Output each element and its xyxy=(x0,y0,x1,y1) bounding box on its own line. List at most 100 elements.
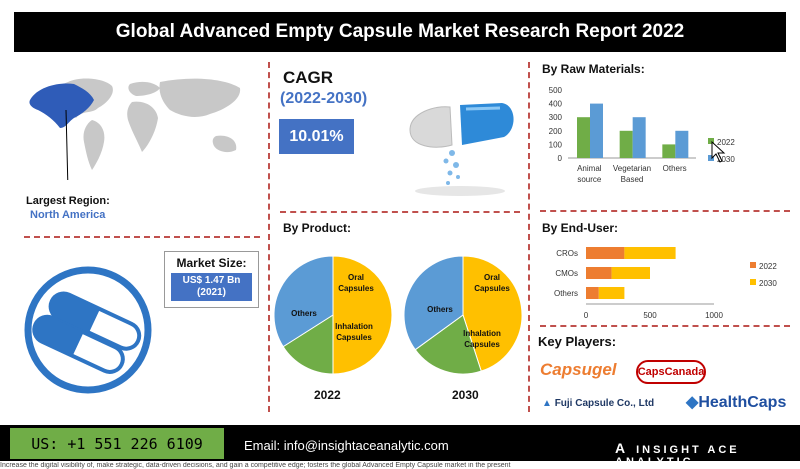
capsule-circle-icon xyxy=(24,266,152,394)
x-tick-label: Animal xyxy=(577,164,602,173)
bar xyxy=(675,130,689,158)
market-size-card: Market Size: US$ 1.47 Bn (2021) xyxy=(164,251,259,308)
end-user-chart: CROs CMOs Others 0 500 1000 2022 2030 xyxy=(554,247,777,320)
pie-slice xyxy=(403,255,464,351)
player-healthcaps: ◆HealthCaps xyxy=(686,392,786,412)
end-user-title: By End-User: xyxy=(542,221,619,235)
legend-label: 2022 xyxy=(759,262,777,271)
bar xyxy=(586,247,625,259)
x-tick-label: Others xyxy=(663,164,687,173)
x-tick-label: 1000 xyxy=(705,311,723,320)
bar xyxy=(598,287,625,299)
market-size-title: Market Size: xyxy=(176,256,247,270)
key-players-title: Key Players: xyxy=(538,334,617,349)
healthcaps-logo-icon: ◆ xyxy=(686,394,699,411)
divider-left xyxy=(268,62,270,412)
bar xyxy=(632,117,646,158)
pie-label: Inhalation xyxy=(463,329,501,338)
legend-swatch xyxy=(750,279,756,285)
y-tick-label: 300 xyxy=(549,113,563,122)
largest-region-value: North America xyxy=(30,209,106,221)
market-size-amount: US$ 1.47 Bn xyxy=(182,275,241,286)
report-title-text: Global Advanced Empty Capsule Market Res… xyxy=(115,21,685,42)
y-tick-label: 100 xyxy=(549,140,563,149)
bar xyxy=(586,287,599,299)
pie-label: Capsules xyxy=(474,284,510,293)
player-capsugel: Capsugel xyxy=(540,360,617,379)
pie-slice xyxy=(282,314,334,375)
raw-materials-title: By Raw Materials: xyxy=(542,62,645,76)
player-fuji: ▲ Fuji Capsule Co., Ltd xyxy=(542,398,654,409)
pie-2022-label: 2022 xyxy=(314,388,341,402)
pie-slice xyxy=(273,255,334,348)
pie-label: Others xyxy=(291,309,317,318)
bar xyxy=(590,103,603,158)
legend-label: 2030 xyxy=(759,279,777,288)
x-tick-label: Vegetarian xyxy=(613,164,651,173)
capsule-illustration xyxy=(409,103,514,196)
brand-name: A INSIGHT ACE ANALYTIC xyxy=(615,440,800,468)
y-tick-label: CMOs xyxy=(555,269,578,278)
bar xyxy=(662,144,676,158)
raw-materials-chart: 0 100 200 300 400 500 Animal source Vegetarian Ba… xyxy=(549,86,736,184)
legend-swatch xyxy=(708,155,714,161)
pie-label: Oral xyxy=(348,273,364,282)
divider-h4 xyxy=(540,325,790,327)
divider-h1 xyxy=(24,236,260,238)
product-pie-2030: Others Oral Capsules Inhalation Capsules xyxy=(403,255,523,375)
y-tick-label: 500 xyxy=(549,86,563,95)
pie-label: Capsules xyxy=(464,340,500,349)
player-capscanada: CapsCanada xyxy=(636,360,706,384)
y-tick-label: 0 xyxy=(558,154,563,163)
divider-h2 xyxy=(280,211,520,213)
cagr-years: (2022-2030) xyxy=(280,90,368,107)
report-title: Global Advanced Empty Capsule Market Res… xyxy=(14,12,786,52)
y-tick-label: Others xyxy=(554,289,578,298)
divider-right xyxy=(528,62,530,412)
pie-label: Oral xyxy=(484,273,500,282)
x-tick-label: source xyxy=(577,175,602,184)
product-pie-2022: Others Oral Capsules Inhalation Capsules xyxy=(273,255,393,375)
cagr-label: CAGR xyxy=(283,68,334,87)
cursor-icon xyxy=(711,140,726,163)
pie-label: Others xyxy=(427,305,453,314)
market-size-value: US$ 1.47 Bn (2021) xyxy=(171,273,252,301)
y-tick-label: 200 xyxy=(549,127,563,136)
bar xyxy=(611,267,650,279)
pie-slice xyxy=(462,255,523,372)
x-tick-label: 0 xyxy=(584,311,589,320)
bar xyxy=(586,267,612,279)
brand-text: INSIGHT ACE ANALYTIC xyxy=(615,444,740,468)
player-fuji-name: Fuji Capsule Co., Ltd xyxy=(554,398,655,409)
bar xyxy=(577,117,590,158)
pie-label: Capsules xyxy=(336,333,372,342)
footnote: Increase the digital visibility of, make… xyxy=(0,462,511,469)
pie-slice xyxy=(414,314,482,375)
bar xyxy=(619,130,633,158)
legend-label: 2022 xyxy=(717,138,735,147)
pie-label: Inhalation xyxy=(335,322,373,331)
email-link[interactable]: Email: info@insightaceanalytic.com xyxy=(244,438,449,453)
product-title: By Product: xyxy=(283,221,352,235)
y-tick-label: CROs xyxy=(556,249,578,258)
phone-number[interactable]: US: +1 551 226 6109 xyxy=(10,428,224,459)
fuji-logo-icon: ▲ xyxy=(542,398,555,409)
legend-swatch xyxy=(708,138,714,144)
world-map xyxy=(29,78,241,180)
brand-logo-icon: A xyxy=(615,440,629,456)
x-tick-label: 500 xyxy=(643,311,657,320)
cagr-value: 10.01% xyxy=(279,119,354,154)
player-healthcaps-name: HealthCaps xyxy=(698,394,787,411)
x-tick-label: Based xyxy=(621,175,644,184)
bar xyxy=(624,247,676,259)
y-tick-label: 400 xyxy=(549,100,563,109)
north-america-region xyxy=(29,83,95,128)
pie-label: Capsules xyxy=(338,284,374,293)
market-size-year: (2021) xyxy=(197,287,226,298)
pie-2030-label: 2030 xyxy=(452,388,479,402)
largest-region-title: Largest Region: xyxy=(26,195,110,207)
pie-slice xyxy=(332,255,393,375)
legend-label: 2030 xyxy=(717,155,735,164)
legend-swatch xyxy=(750,262,756,268)
divider-h3 xyxy=(540,210,790,212)
